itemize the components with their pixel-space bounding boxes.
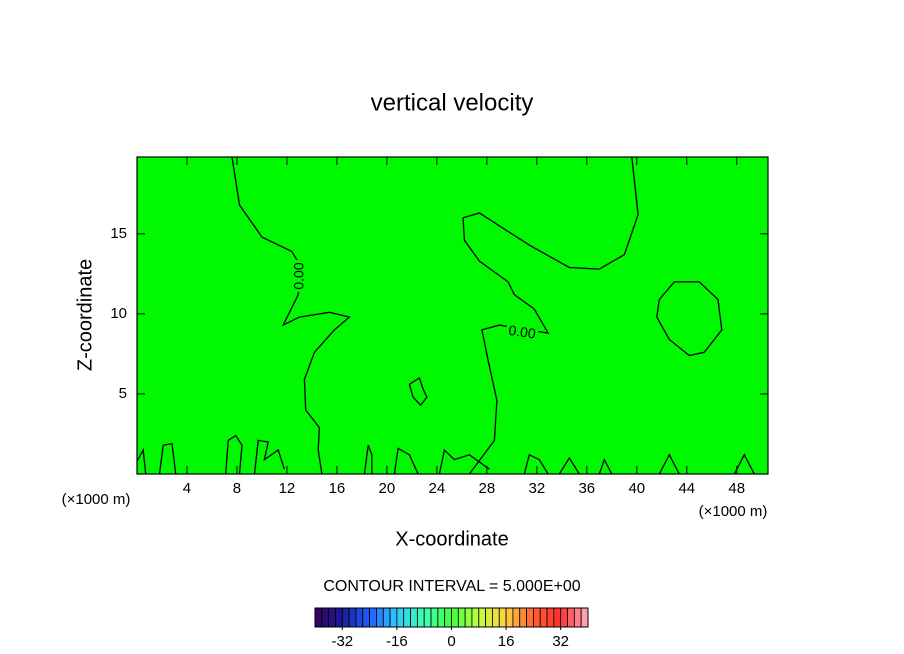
colorbar-cell — [403, 607, 411, 628]
y-axis-label: Z-coordinate — [74, 259, 96, 371]
colorbar-tick-label: -16 — [386, 633, 408, 650]
x-tick-label: 28 — [479, 480, 496, 497]
colorbar-tick-label: 32 — [552, 633, 569, 650]
colorbar-tick-label: -32 — [331, 633, 353, 650]
contour-label: 0.00 — [291, 262, 307, 289]
contour-line — [462, 157, 639, 474]
colorbar-cell — [464, 607, 473, 628]
contour-line — [393, 447, 419, 474]
colorbar-cell — [471, 607, 480, 628]
colorbar-cell — [505, 607, 514, 628]
x-unit-label: (×1000 m) — [699, 503, 768, 520]
colorbar-cell — [580, 607, 589, 628]
colorbar-cell — [546, 607, 555, 628]
colorbar-tick-label: 16 — [498, 633, 515, 650]
contour-line — [225, 434, 243, 474]
colorbar-cell — [573, 607, 582, 628]
contour-line — [137, 447, 147, 474]
colorbar-cell — [382, 607, 391, 628]
colorbar-cell — [362, 607, 370, 628]
colorbar-cell — [553, 607, 562, 628]
colorbar-cell — [423, 607, 432, 628]
contour-label: 0.00 — [508, 322, 537, 342]
plot-frame — [136, 156, 769, 475]
colorbar-cell — [512, 607, 521, 628]
contour-line — [733, 453, 755, 474]
contour-line — [231, 157, 351, 474]
colorbar-cell — [369, 607, 377, 628]
colorbar-cell — [348, 607, 357, 628]
plot-field — [137, 157, 768, 474]
contour-line — [558, 456, 580, 474]
colorbar-cell — [335, 607, 343, 628]
colorbar-cell — [498, 607, 507, 628]
contour-line — [158, 442, 177, 474]
x-tick-label: 36 — [578, 480, 595, 497]
colorbar-cell — [321, 607, 330, 628]
contour-label-bg — [505, 322, 539, 344]
colorbar-cell — [355, 607, 364, 628]
contour-label-bg — [292, 260, 308, 292]
colorbar-cell — [457, 607, 466, 628]
colorbar-cell — [444, 607, 452, 628]
x-tick-label: 24 — [429, 480, 446, 497]
contour-line — [408, 376, 428, 407]
colorbar-cell — [560, 607, 568, 628]
contour-line — [438, 448, 490, 474]
colorbar-cell — [396, 607, 405, 628]
colorbar-cell — [567, 607, 575, 628]
x-tick-label: 4 — [183, 480, 191, 497]
x-tick-label: 48 — [728, 480, 745, 497]
contour-line — [656, 281, 723, 357]
colorbar-cell — [328, 607, 336, 628]
contour-line — [363, 444, 373, 474]
x-unit-label: (×1000 m) — [62, 491, 131, 508]
colorbar-cell — [492, 607, 500, 628]
x-tick-label: 8 — [233, 480, 241, 497]
colorbar-cell — [539, 607, 548, 628]
colorbar-cell — [451, 607, 459, 628]
colorbar-cell — [314, 607, 323, 628]
x-tick-label: 12 — [279, 480, 296, 497]
colorbar-cell — [519, 607, 527, 628]
x-tick-label: 16 — [329, 480, 346, 497]
contour-line — [598, 457, 613, 474]
colorbar-cell — [410, 607, 418, 628]
y-tick-label: 5 — [119, 385, 127, 402]
contour-line — [658, 453, 680, 474]
colorbar-tick-label: 0 — [447, 633, 455, 650]
colorbar-cell — [533, 607, 541, 628]
colorbar-cell — [376, 607, 384, 628]
y-tick-label: 15 — [110, 225, 127, 242]
y-tick-label: 10 — [110, 305, 127, 322]
colorbar-cell — [341, 607, 350, 628]
x-tick-label: 40 — [628, 480, 645, 497]
x-tick-label: 32 — [528, 480, 545, 497]
colorbar-cell — [389, 607, 398, 628]
x-axis-label: X-coordinate — [395, 528, 508, 550]
x-tick-label: 44 — [678, 480, 695, 497]
contour-line — [523, 453, 549, 474]
colorbar-cell — [526, 607, 534, 628]
contour-interval: CONTOUR INTERVAL = 5.000E+00 — [323, 578, 580, 595]
chart-title: vertical velocity — [371, 89, 534, 116]
x-tick-label: 20 — [379, 480, 396, 497]
colorbar-cell — [485, 607, 493, 628]
colorbar-cell — [430, 607, 439, 628]
colorbar-cell — [478, 607, 487, 628]
colorbar-cell — [416, 607, 425, 628]
colorbar-cell — [437, 607, 446, 628]
contour-line — [253, 439, 286, 474]
